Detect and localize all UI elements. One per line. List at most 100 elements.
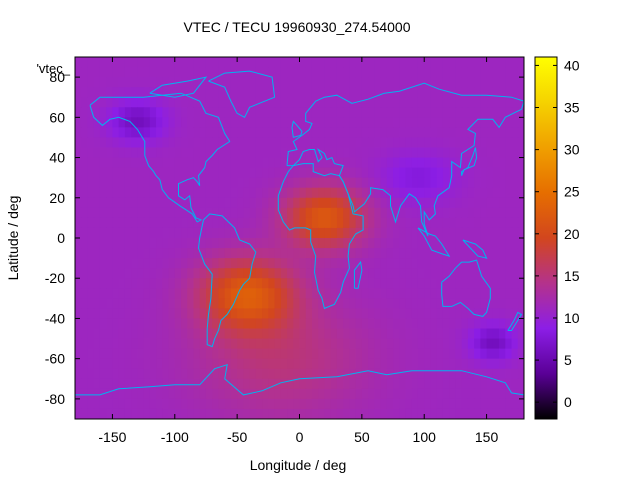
heatmap-cell [393, 298, 400, 309]
heatmap-cell [237, 97, 244, 108]
heatmap-cell [368, 147, 375, 159]
heatmap-cell [380, 358, 388, 370]
heatmap-cell [349, 358, 357, 370]
heatmap-cell [212, 308, 220, 320]
heatmap-cell [380, 238, 388, 249]
heatmap-cell [474, 197, 481, 209]
heatmap-cell [330, 117, 338, 128]
heatmap-cell [411, 318, 419, 330]
heatmap-cell [106, 157, 114, 169]
heatmap-cell [505, 398, 513, 410]
heatmap-cell [174, 87, 182, 98]
heatmap-cell [349, 127, 357, 139]
heatmap-cell [224, 318, 232, 330]
heatmap-cell [131, 318, 138, 330]
heatmap-cell [81, 57, 89, 68]
heatmap-cell [324, 368, 332, 380]
heatmap-cell [449, 157, 457, 169]
heatmap-cell [143, 167, 151, 179]
heatmap-cell [218, 217, 226, 229]
heatmap-cell [193, 378, 201, 390]
heatmap-cell [187, 278, 195, 289]
heatmap-cell [492, 288, 500, 299]
heatmap-cell [193, 67, 201, 78]
heatmap-cell [486, 308, 494, 320]
heatmap-cell [349, 107, 357, 118]
heatmap-cell [517, 318, 524, 330]
heatmap-cell [393, 87, 400, 98]
heatmap-cell [230, 57, 238, 68]
heatmap-cell [149, 217, 157, 229]
heatmap-cell [436, 388, 444, 400]
heatmap-cell [449, 338, 457, 350]
heatmap-cell [343, 77, 350, 88]
heatmap-cell [355, 97, 363, 108]
heatmap-cell [262, 147, 269, 159]
heatmap-cell [174, 217, 182, 229]
heatmap-cell [106, 67, 114, 78]
heatmap-cell [417, 217, 425, 229]
heatmap-cell [399, 238, 407, 249]
heatmap-cell [280, 157, 288, 169]
heatmap-cell [87, 348, 95, 360]
heatmap-cell [280, 338, 288, 350]
heatmap-cell [361, 127, 369, 139]
heatmap-cell [181, 157, 188, 169]
heatmap-cell [124, 368, 132, 380]
heatmap-cell [137, 117, 145, 128]
heatmap-cell [287, 338, 294, 350]
heatmap-cell [393, 388, 400, 400]
heatmap-cell [112, 137, 120, 149]
heatmap-cell [449, 388, 457, 400]
heatmap-cell [237, 207, 244, 219]
heatmap-cell [149, 57, 157, 68]
heatmap-cell [118, 87, 126, 98]
heatmap-cell [143, 147, 151, 159]
heatmap-cell [218, 227, 226, 239]
heatmap-cell [474, 217, 481, 229]
heatmap-cell [511, 358, 519, 370]
heatmap-cell [187, 368, 195, 380]
heatmap-cell [237, 358, 244, 370]
heatmap-cell [517, 288, 524, 299]
heatmap-cell [374, 408, 382, 419]
heatmap-cell [380, 288, 388, 299]
heatmap-cell [162, 117, 170, 128]
heatmap-cell [274, 298, 282, 309]
heatmap-cell [386, 278, 394, 289]
heatmap-cell [355, 398, 363, 410]
heatmap-cell [399, 227, 407, 239]
heatmap-cell [361, 258, 369, 269]
heatmap-cell [218, 117, 226, 128]
heatmap-cell [137, 378, 145, 390]
heatmap-cell [230, 217, 238, 229]
heatmap-cell [336, 177, 344, 189]
heatmap-cell [467, 408, 475, 419]
heatmap-cell [149, 207, 157, 219]
heatmap-cell [405, 358, 413, 370]
heatmap-cell [93, 388, 101, 400]
heatmap-cell [442, 107, 450, 118]
heatmap-cell [411, 137, 419, 149]
heatmap-cell [262, 288, 269, 299]
heatmap-cell [480, 187, 488, 199]
heatmap-cell [75, 378, 82, 390]
heatmap-cell [368, 338, 375, 350]
heatmap-cell [212, 238, 220, 249]
heatmap-cell [287, 308, 294, 320]
heatmap-cell [99, 398, 107, 410]
heatmap-cell [137, 238, 145, 249]
heatmap-cell [330, 298, 338, 309]
heatmap-cell [324, 268, 332, 279]
heatmap-cell [287, 177, 294, 189]
heatmap-cell [168, 117, 176, 128]
heatmap-cell [168, 57, 176, 68]
heatmap-cell [417, 348, 425, 360]
heatmap-cell [181, 368, 188, 380]
heatmap-cell [249, 368, 257, 380]
heatmap-cell [474, 77, 481, 88]
heatmap-cell [355, 388, 363, 400]
heatmap-cell [318, 268, 326, 279]
heatmap-cell [124, 328, 132, 340]
heatmap-cell [249, 157, 257, 169]
